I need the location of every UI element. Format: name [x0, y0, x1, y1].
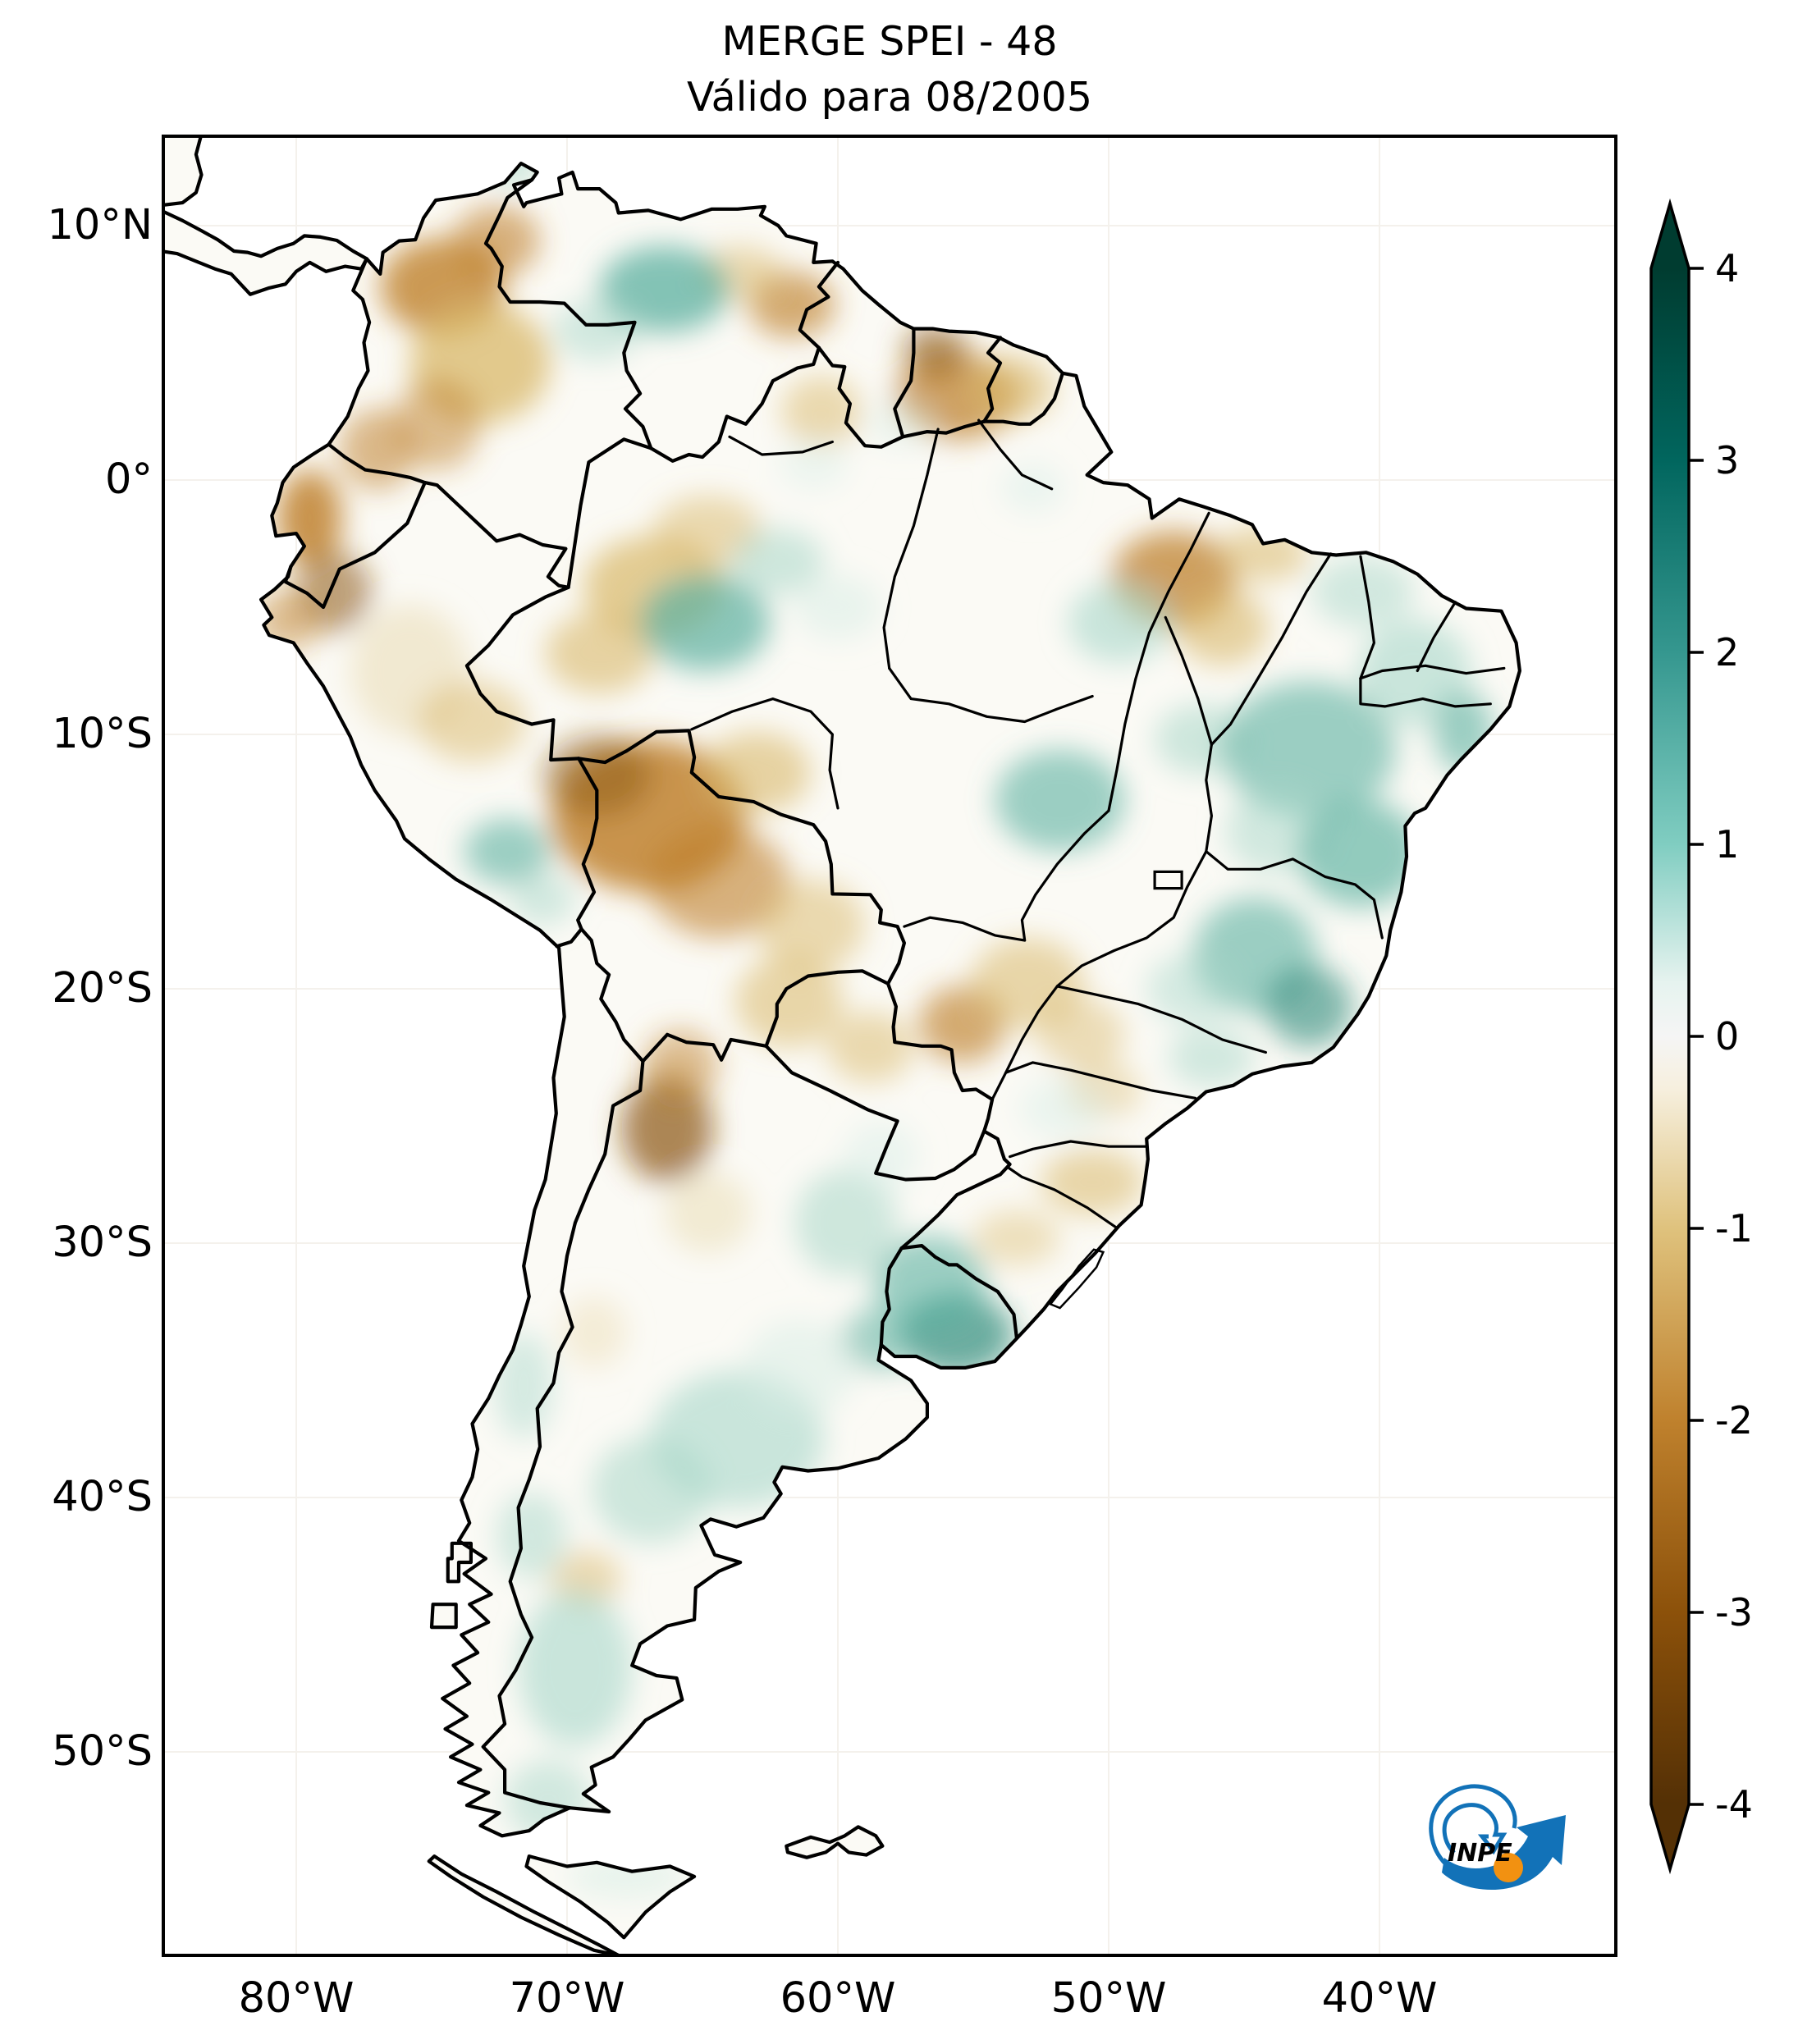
lon-tick-80w: 80°W — [238, 1974, 355, 2023]
land-shape-2 — [163, 136, 202, 205]
cb-tick-m3: -3 — [1715, 1590, 1753, 1635]
colorbar-ticks — [1689, 267, 1704, 1806]
land-shape-1 — [163, 211, 367, 295]
lat-tick-30s: 30°S — [52, 1219, 153, 1267]
lat-tick-10n: 10°N — [47, 201, 153, 249]
logo-swoosh-arrow — [1442, 1815, 1566, 1891]
figure-title: MERGE SPEI - 48 — [721, 18, 1058, 65]
cb-tick-m4: -4 — [1715, 1782, 1753, 1827]
colorbar-gradient — [1651, 268, 1689, 1804]
spei-anomaly-field — [255, 148, 1494, 1900]
land-shape-7 — [432, 1604, 456, 1628]
colorbar-lower-arrow — [1651, 1804, 1689, 1869]
colorbar — [1649, 198, 1704, 1875]
cb-tick-1: 1 — [1715, 822, 1740, 867]
inpe-logo: INPE — [1429, 1784, 1566, 1891]
distrito-federal-outline — [1153, 870, 1183, 890]
land-shape-5 — [786, 1827, 883, 1858]
cb-tick-4: 4 — [1715, 246, 1740, 290]
lat-tick-0: 0° — [105, 455, 153, 504]
brazil-state-borders — [690, 418, 1506, 1230]
lat-tick-50s: 50°S — [52, 1727, 153, 1776]
country-borders — [163, 136, 1522, 1955]
cb-tick-m2: -2 — [1715, 1398, 1753, 1443]
lon-tick-60w: 60°W — [780, 1974, 896, 2023]
plot-frame — [162, 135, 1617, 1957]
cb-tick-3: 3 — [1715, 438, 1740, 482]
logo-inner-arrow — [1442, 1803, 1507, 1855]
colorbar-upper-arrow — [1651, 203, 1689, 268]
south-america-map — [163, 136, 1616, 1955]
figure-subtitle: Válido para 08/2005 — [686, 74, 1093, 121]
lat-tick-40s: 40°S — [52, 1473, 153, 1521]
cb-tick-2: 2 — [1715, 630, 1740, 674]
logo-outer-swirl — [1429, 1784, 1517, 1866]
lon-tick-40w: 40°W — [1321, 1974, 1438, 2023]
logo-orange-dot — [1494, 1853, 1523, 1882]
cb-tick-m1: -1 — [1715, 1206, 1753, 1251]
inpe-logo-text: INPE — [1448, 1839, 1512, 1868]
lon-tick-50w: 50°W — [1050, 1974, 1167, 2023]
lon-tick-70w: 70°W — [509, 1974, 625, 2023]
lat-tick-20s: 20°S — [52, 964, 153, 1013]
cb-tick-0: 0 — [1715, 1014, 1740, 1059]
lat-tick-10s: 10°S — [52, 710, 153, 758]
